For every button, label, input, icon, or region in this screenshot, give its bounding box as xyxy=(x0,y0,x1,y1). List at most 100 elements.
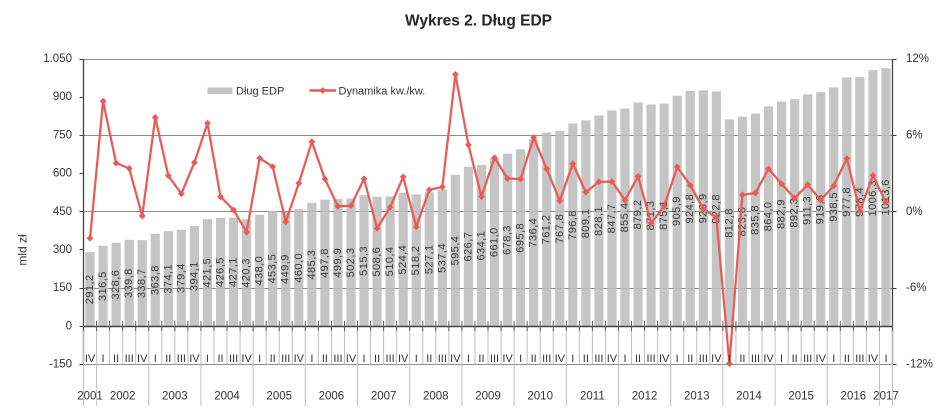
svg-text:2004: 2004 xyxy=(214,391,240,403)
svg-text:I: I xyxy=(154,353,157,365)
svg-text:678,3: 678,3 xyxy=(502,225,514,255)
svg-text:300: 300 xyxy=(53,244,72,256)
svg-text:II: II xyxy=(217,353,223,365)
svg-text:695,8: 695,8 xyxy=(515,223,527,253)
svg-text:IV: IV xyxy=(241,353,252,365)
svg-text:III: III xyxy=(699,353,708,365)
svg-text:911,3: 911,3 xyxy=(802,196,814,225)
svg-text:855,4: 855,4 xyxy=(619,203,631,233)
svg-text:938,5: 938,5 xyxy=(828,192,840,222)
svg-text:485,3: 485,3 xyxy=(306,250,318,280)
svg-text:III: III xyxy=(281,353,290,365)
svg-text:2008: 2008 xyxy=(423,391,449,403)
svg-text:II: II xyxy=(426,353,432,365)
svg-text:I: I xyxy=(310,353,313,365)
svg-text:II: II xyxy=(322,353,328,365)
svg-text:II: II xyxy=(687,353,693,365)
svg-text:I: I xyxy=(728,353,731,365)
svg-text:III: III xyxy=(490,353,499,365)
svg-text:626,7: 626,7 xyxy=(462,232,474,262)
svg-text:I: I xyxy=(623,353,626,365)
svg-text:394,1: 394,1 xyxy=(188,261,200,291)
svg-text:2015: 2015 xyxy=(788,391,814,403)
svg-text:767,8: 767,8 xyxy=(554,214,566,244)
svg-text:IV: IV xyxy=(763,353,774,365)
svg-text:III: III xyxy=(177,353,186,365)
svg-text:I: I xyxy=(206,353,209,365)
svg-text:502,3: 502,3 xyxy=(345,248,357,278)
svg-text:0%: 0% xyxy=(906,206,923,218)
svg-text:2001: 2001 xyxy=(77,391,103,403)
svg-text:847,7: 847,7 xyxy=(606,204,618,234)
svg-text:882,9: 882,9 xyxy=(776,199,788,229)
svg-text:Dług EDP: Dług EDP xyxy=(236,85,284,97)
svg-text:1006,3: 1006,3 xyxy=(867,180,879,216)
svg-text:I: I xyxy=(884,353,887,365)
svg-text:I: I xyxy=(571,353,574,365)
svg-text:823,6: 823,6 xyxy=(736,207,748,237)
svg-text:IV: IV xyxy=(189,353,200,365)
svg-text:0: 0 xyxy=(66,320,72,332)
svg-text:828,1: 828,1 xyxy=(593,206,605,236)
svg-text:I: I xyxy=(258,353,261,365)
svg-text:II: II xyxy=(739,353,745,365)
svg-text:875,1: 875,1 xyxy=(658,200,670,230)
svg-text:661,0: 661,0 xyxy=(489,227,501,257)
svg-text:1.050: 1.050 xyxy=(43,53,72,65)
svg-text:I: I xyxy=(832,353,835,365)
svg-text:6%: 6% xyxy=(906,129,923,141)
svg-text:III: III xyxy=(803,353,812,365)
svg-text:919,6: 919,6 xyxy=(815,194,827,224)
svg-text:2009: 2009 xyxy=(475,391,501,403)
svg-text:1013,6: 1013,6 xyxy=(880,179,892,215)
svg-text:438,0: 438,0 xyxy=(254,256,266,286)
svg-text:III: III xyxy=(333,353,342,365)
svg-text:2002: 2002 xyxy=(110,391,136,403)
svg-text:II: II xyxy=(478,353,484,365)
svg-text:497,8: 497,8 xyxy=(319,248,331,278)
svg-text:634,1: 634,1 xyxy=(475,231,487,261)
svg-text:2016: 2016 xyxy=(841,391,867,403)
svg-text:426,5: 426,5 xyxy=(215,257,227,287)
svg-text:328,6: 328,6 xyxy=(110,270,122,300)
svg-text:III: III xyxy=(386,353,395,365)
svg-text:2003: 2003 xyxy=(162,391,188,403)
svg-text:I: I xyxy=(415,353,418,365)
svg-text:-12%: -12% xyxy=(906,359,933,371)
svg-text:IV: IV xyxy=(607,353,618,365)
svg-text:2005: 2005 xyxy=(266,391,292,403)
svg-text:II: II xyxy=(635,353,641,365)
svg-text:II: II xyxy=(374,353,380,365)
svg-text:2010: 2010 xyxy=(527,391,553,403)
svg-text:905,9: 905,9 xyxy=(671,196,683,226)
svg-text:I: I xyxy=(467,353,470,365)
svg-text:363,8: 363,8 xyxy=(149,265,161,295)
svg-text:IV: IV xyxy=(502,353,513,365)
svg-text:879,2: 879,2 xyxy=(632,200,644,230)
svg-text:2006: 2006 xyxy=(319,391,345,403)
svg-text:977,8: 977,8 xyxy=(841,187,853,217)
svg-text:III: III xyxy=(125,353,134,365)
svg-text:420,3: 420,3 xyxy=(241,258,253,288)
svg-text:750: 750 xyxy=(53,129,72,141)
svg-text:IV: IV xyxy=(294,353,305,365)
svg-text:I: I xyxy=(102,353,105,365)
svg-text:III: III xyxy=(647,353,656,365)
svg-text:761,2: 761,2 xyxy=(541,215,553,245)
svg-text:450: 450 xyxy=(53,206,72,218)
svg-text:864,0: 864,0 xyxy=(763,201,775,231)
svg-text:736,4: 736,4 xyxy=(528,218,540,248)
svg-text:Dynamika kw./kw.: Dynamika kw./kw. xyxy=(339,85,426,97)
svg-text:IV: IV xyxy=(346,353,357,365)
svg-text:527,1: 527,1 xyxy=(423,244,435,274)
svg-text:mld zł: mld zł xyxy=(16,234,30,266)
svg-text:IV: IV xyxy=(450,353,461,365)
svg-text:IV: IV xyxy=(85,353,96,365)
svg-text:II: II xyxy=(270,353,276,365)
svg-text:427,1: 427,1 xyxy=(228,257,240,287)
svg-text:2013: 2013 xyxy=(684,391,710,403)
svg-text:379,4: 379,4 xyxy=(175,263,187,293)
svg-text:796,8: 796,8 xyxy=(567,210,579,240)
svg-text:510,4: 510,4 xyxy=(384,247,396,277)
svg-text:IV: IV xyxy=(868,353,879,365)
